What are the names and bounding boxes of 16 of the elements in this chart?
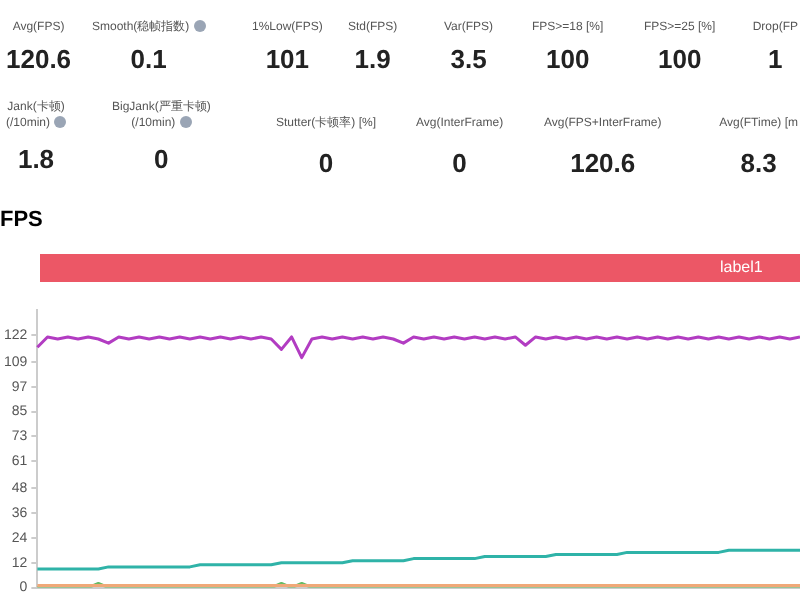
data-label: 120.6 <box>6 44 72 74</box>
data-label: 1.9 <box>352 44 393 74</box>
data-label: 0 <box>316 148 336 178</box>
data-label: 0.1 <box>128 44 169 74</box>
data-label: 1 <box>766 44 785 74</box>
data-label: 101 <box>263 44 312 74</box>
data-label: 8.3 <box>738 148 779 178</box>
data-label: 100 <box>543 44 592 74</box>
data-label: 100 <box>655 44 704 74</box>
data-label: 0 <box>450 148 469 178</box>
data-label: 0 <box>152 144 171 174</box>
data-label: 1.8 <box>15 144 57 174</box>
text: label1 <box>720 256 763 280</box>
chart-title: FPS <box>0 208 43 232</box>
data-label: 120.6 <box>568 148 638 178</box>
data-label: 3.5 <box>448 44 489 74</box>
